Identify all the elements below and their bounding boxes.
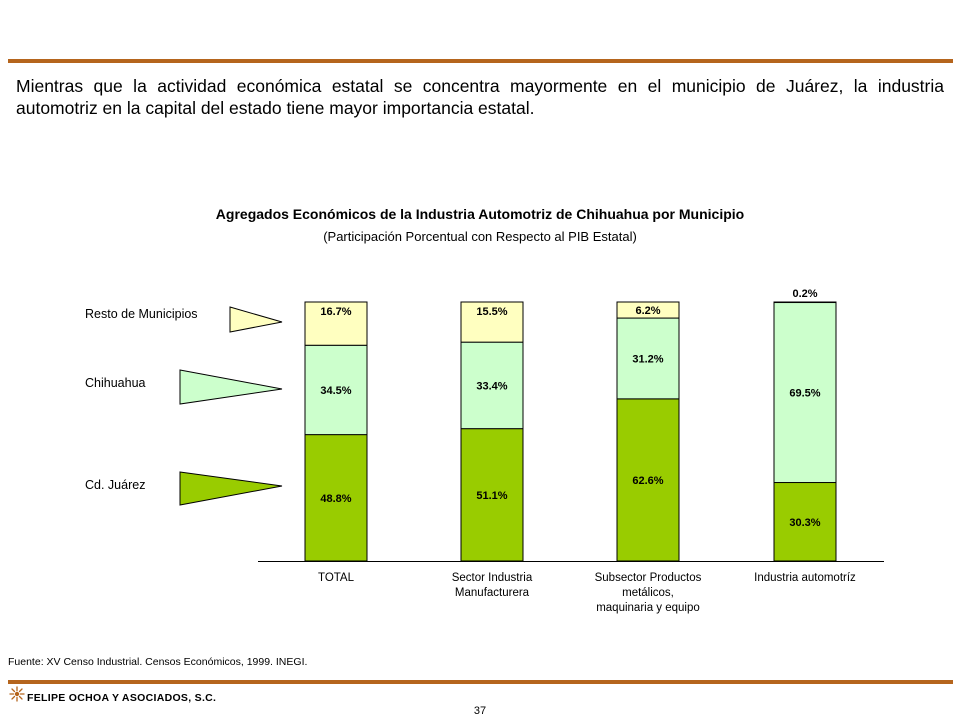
bar-juarez-1 — [460, 428, 524, 562]
bar-juarez-2 — [616, 398, 680, 562]
value-label-chihuahua-3: 69.5% — [789, 388, 820, 400]
category-label-1-1: Manufacturera — [455, 587, 530, 599]
value-label-juarez-3: 30.3% — [789, 517, 820, 529]
bar-chihuahua-3 — [773, 302, 837, 484]
bar-juarez-0 — [304, 434, 368, 562]
bar-chihuahua-0 — [304, 344, 368, 436]
stacked-bar-chart: 48.8% 34.5% 16.7% TOTAL 51.1% 33.4% 15.5% Secto… — [179, 288, 884, 614]
legend-label-chihuahua: Chihuahua — [85, 376, 146, 390]
category-label-2-2: maquinaria y equipo — [596, 602, 700, 614]
bar-resto-2 — [616, 301, 680, 319]
bar-resto-1 — [460, 301, 524, 343]
bar-chihuahua-1 — [460, 341, 524, 430]
category-label-2-0: Subsector Productos — [595, 572, 702, 584]
category-label-2-1: metálicos, — [622, 587, 674, 599]
chart-title: Agregados Económicos de la Industria Aut… — [215, 206, 745, 222]
bar-resto-3 — [773, 301, 837, 304]
legend-label-juarez: Cd. Juárez — [85, 478, 146, 492]
value-label-resto-2: 6.2% — [635, 305, 660, 317]
value-label-resto-1: 15.5% — [476, 306, 507, 318]
value-label-chihuahua-2: 31.2% — [632, 353, 663, 365]
bar-chihuahua-2 — [616, 317, 680, 400]
top-divider — [8, 59, 953, 63]
value-label-juarez-0: 48.8% — [320, 493, 351, 505]
category-label-3-0: Industria automotríz — [754, 572, 856, 584]
category-label-0-0: TOTAL — [318, 572, 355, 584]
headline-text: Mientras que la actividad económica esta… — [16, 76, 944, 118]
legend-swatch-resto — [229, 306, 283, 333]
bar-resto-0 — [304, 301, 368, 346]
legend-swatch-juarez — [179, 471, 283, 506]
source-note: Fuente: XV Censo Industrial. Censos Econ… — [8, 656, 308, 668]
category-label-1-0: Sector Industria — [452, 572, 533, 584]
value-label-chihuahua-0: 34.5% — [320, 385, 351, 397]
company-name: FELIPE OCHOA Y ASOCIADOS, S.C. — [27, 692, 217, 704]
bottom-divider — [8, 680, 953, 684]
value-label-resto-0: 16.7% — [320, 306, 351, 318]
value-label-juarez-2: 62.6% — [632, 475, 663, 487]
company-logo-icon — [9, 686, 25, 702]
value-label-resto-3: 0.2% — [792, 288, 817, 300]
legend-swatch-chihuahua — [179, 369, 283, 405]
legend-label-resto: Resto de Municipios — [85, 307, 198, 321]
page-number: 37 — [473, 705, 487, 717]
value-label-juarez-1: 51.1% — [476, 490, 507, 502]
chart-subtitle: (Participación Porcentual con Respecto a… — [323, 229, 637, 244]
value-label-chihuahua-1: 33.4% — [476, 380, 507, 392]
